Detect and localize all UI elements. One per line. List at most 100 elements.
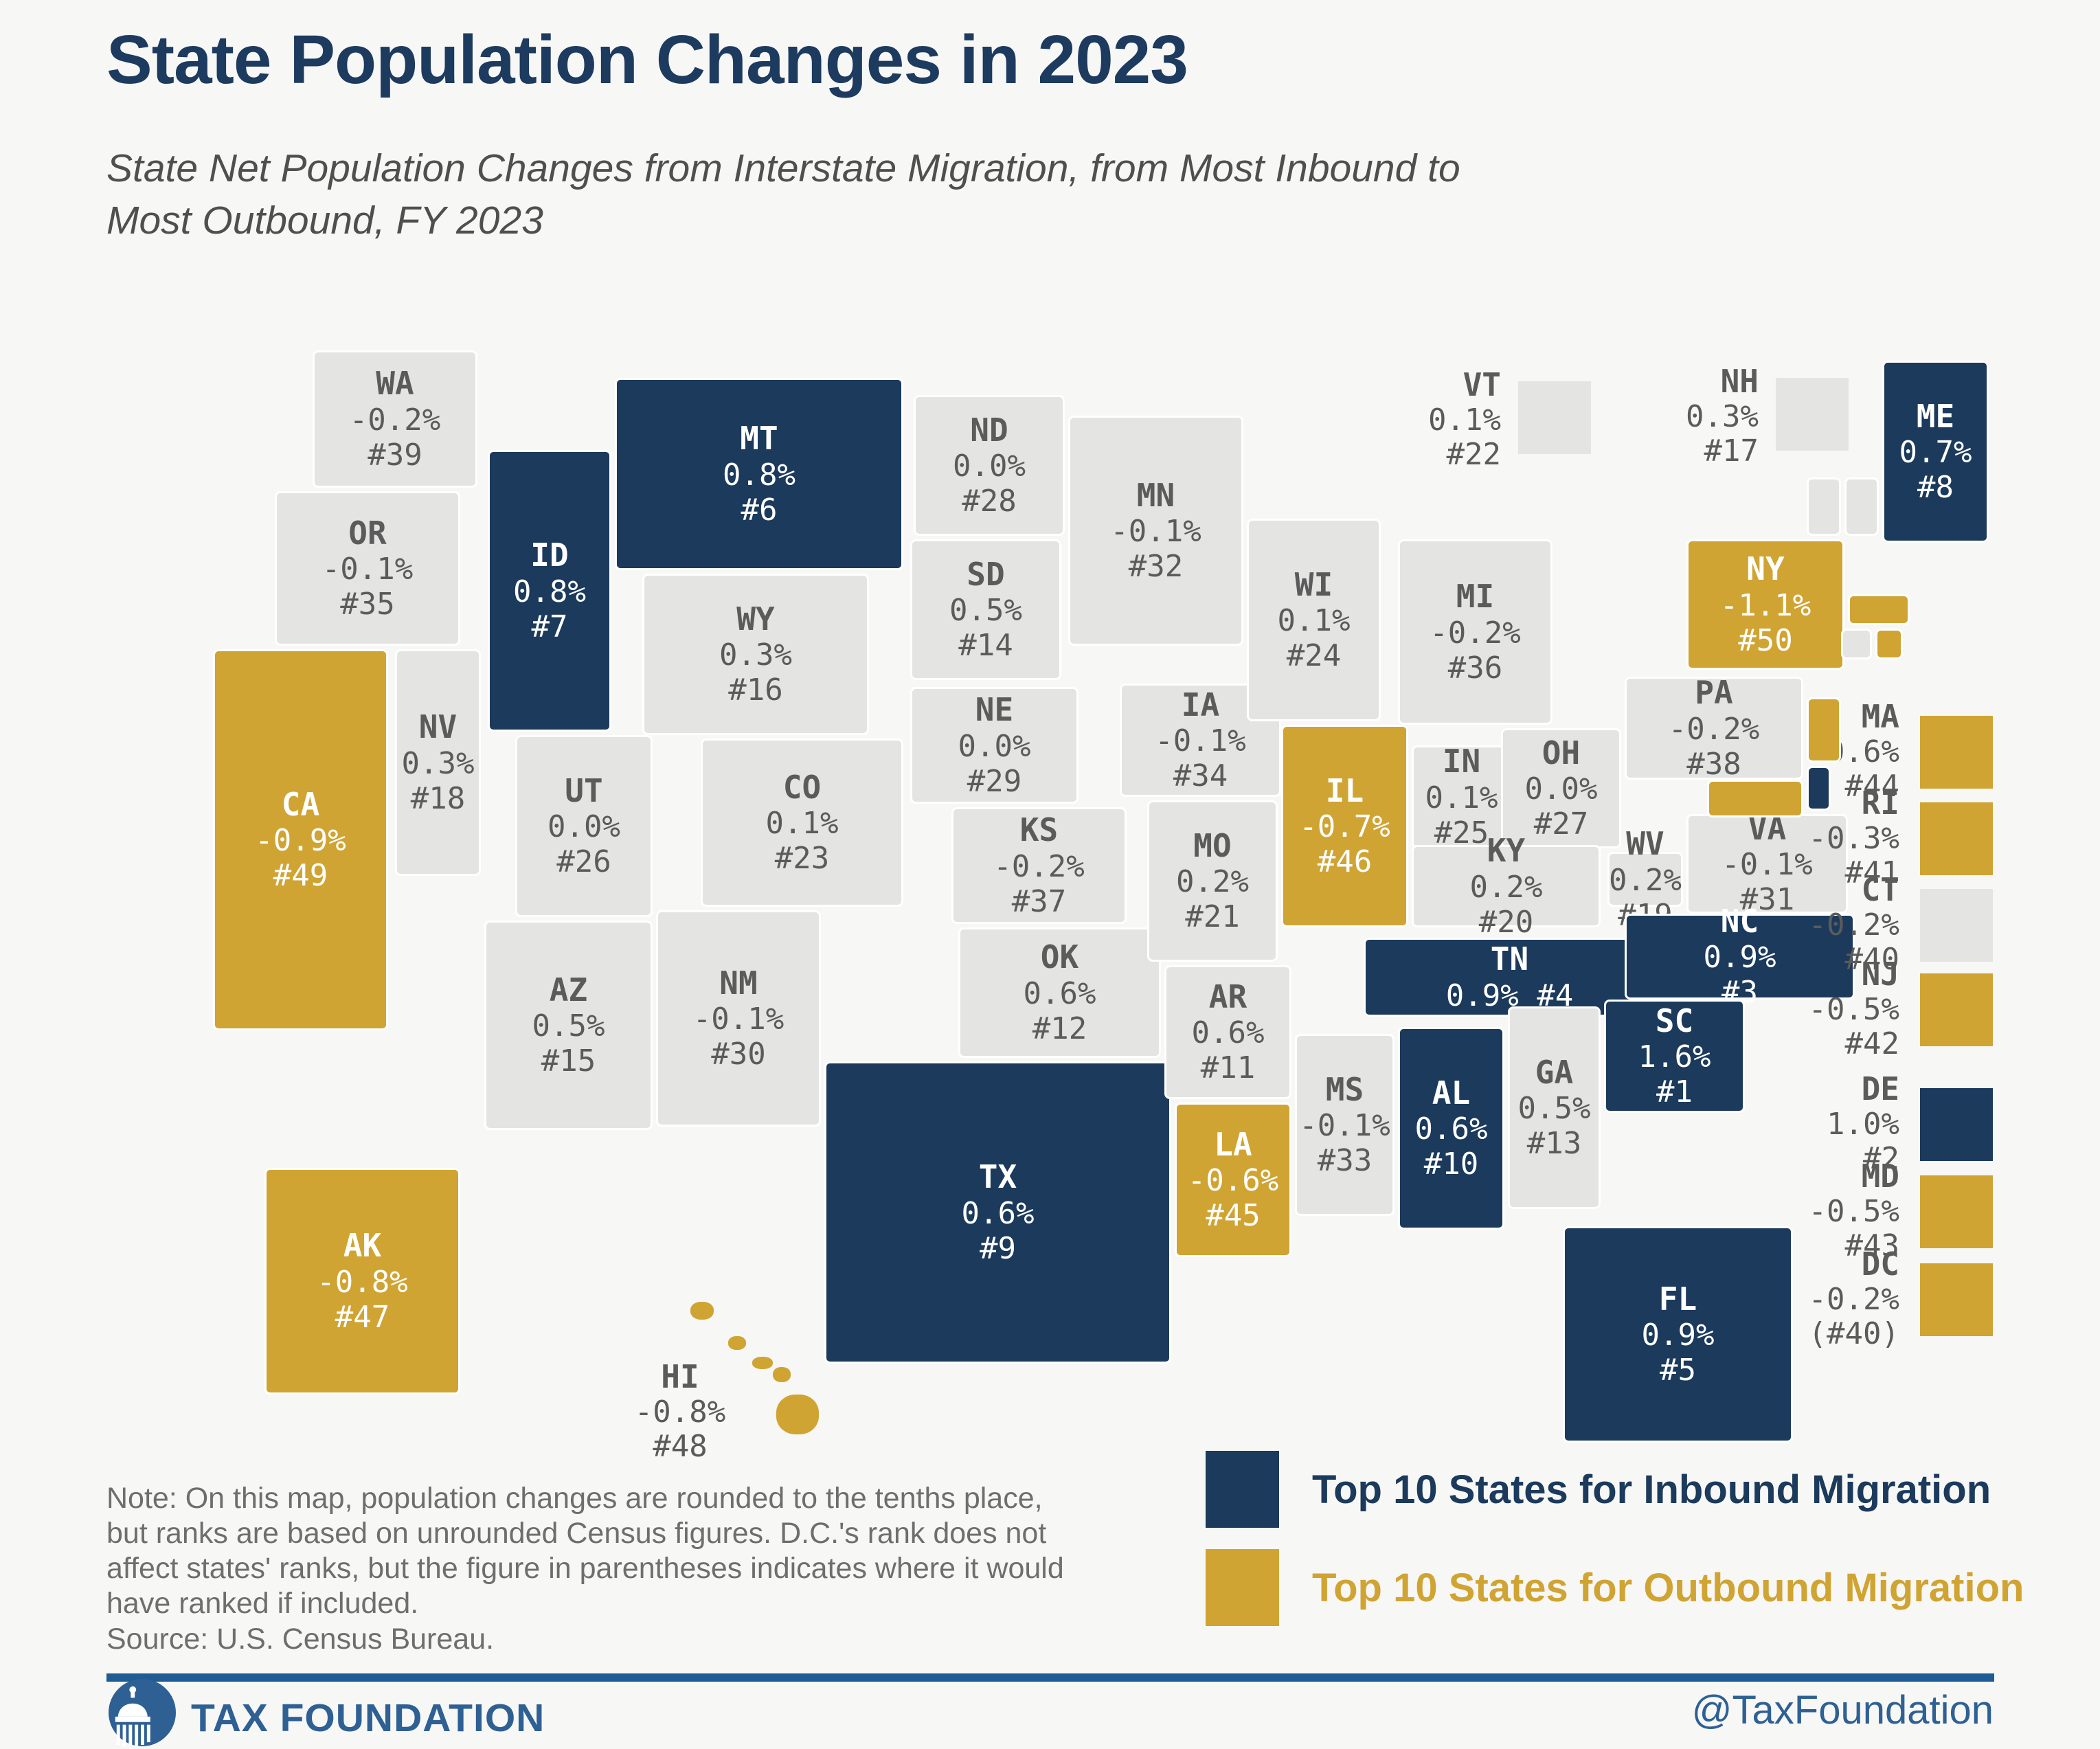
state-rank: #50 [1738,622,1793,658]
state-rank: #20 [1478,904,1534,940]
state-rank: #39 [368,437,422,473]
state-value: 0.6% [1191,1015,1265,1051]
state-abbr: IL [1325,771,1364,809]
subtitle-line-1: State Net Population Changes from Inters… [106,146,1460,190]
state-value: -0.6% [1187,1163,1279,1199]
state-HI-label: HI -0.8% #48 [584,1359,776,1464]
state-abbr: OH [1542,734,1581,771]
state-abbr: NM [719,964,758,1002]
state-value: -0.2% [1430,615,1521,651]
state-MN: MN -0.1% #32 [1068,416,1243,646]
state-value: 0.6% [1023,975,1096,1011]
state-AL: AL 0.6% #10 [1398,1027,1504,1230]
state-abbr: OK [1040,938,1079,976]
state-rank: #38 [1686,746,1741,782]
state-value: 0.8% [513,574,586,609]
state-SC: SC 1.6% #1 [1604,1000,1745,1113]
state-value: 0.1% [1425,780,1498,815]
state-rank: #22 [1446,437,1501,473]
state-rank: #30 [711,1037,766,1072]
state-NH [1844,477,1879,536]
state-UT: UT 0.0% #26 [515,735,653,917]
state-DE-swatch [1920,1088,1993,1161]
state-FL: FL 0.9% #5 [1563,1226,1793,1443]
state-MS: MS -0.1% #33 [1295,1034,1395,1216]
state-value: 0.6% [1414,1112,1488,1147]
brand-name: TAX FOUNDATION [191,1696,545,1740]
state-rank: #47 [335,1299,390,1335]
state-rank: #28 [962,484,1017,519]
state-rank: #37 [1011,883,1067,919]
state-CT-swatch [1920,889,1993,962]
state-rank: #25 [1434,815,1489,850]
tax-foundation-logo-icon [109,1679,176,1746]
state-rank: #13 [1526,1126,1582,1162]
state-abbr: MA [1861,698,1899,735]
footer-divider [106,1673,1994,1682]
state-value: -0.1% [321,552,414,587]
state-abbr: NJ [1861,956,1899,993]
social-handle: @TaxFoundation [1691,1688,1994,1733]
state-WI: WI 0.1% #24 [1247,519,1381,721]
state-OR: OR -0.1% #35 [275,491,460,646]
state-abbr: LA [1214,1125,1252,1163]
state-abbr: NH [1720,363,1759,400]
hawaii-island [752,1357,773,1369]
state-NH-swatch [1776,378,1849,451]
hawaii-island [776,1395,819,1434]
state-rank: #48 [653,1429,708,1465]
inbound-legend-label: Top 10 States for Inbound Migration [1312,1467,1991,1512]
state-PA: PA -0.2% #38 [1625,674,1803,782]
note-line: affect states' ranks, but the figure in … [106,1552,1064,1586]
state-NC: NC 0.9% #3 [1625,903,1855,1010]
state-rank: #43 [1844,1228,1899,1264]
outbound-legend-swatch [1206,1549,1279,1626]
state-OK: OK 0.6% #12 [958,927,1161,1058]
state-IN: IN 0.1% #25 [1412,743,1511,850]
state-value: 0.9% [1641,1318,1715,1353]
state-NE: NE 0.0% #29 [910,687,1079,804]
state-abbr: NC [1720,902,1759,940]
state-ND: ND 0.0% #28 [914,395,1065,536]
state-abbr: WA [376,365,414,403]
state-rank: #2 [1863,1141,1899,1177]
state-abbr: ND [970,411,1008,449]
state-abbr: NV [418,708,458,746]
state-abbr: OR [348,514,387,552]
state-value: 0.8% [723,457,795,493]
state-abbr: AL [1432,1074,1471,1112]
state-NJ-side-label: NJ -0.5% #42 [1666,956,1899,1061]
state-AR: AR 0.6% #11 [1164,965,1291,1099]
state-rank: #15 [541,1043,596,1079]
state-CT [1841,629,1872,659]
source-line: Source: U.S. Census Bureau. [106,1622,495,1656]
note-line: Note: On this map, population changes ar… [106,1482,1043,1515]
state-value: -0.1% [1721,847,1813,883]
state-NY: NY -1.1% #50 [1686,539,1844,670]
state-value: -0.7% [1299,809,1390,845]
state-rank: #42 [1844,1026,1899,1062]
state-rank: #29 [967,763,1022,799]
state-KY: KY 0.2% #20 [1412,832,1601,940]
state-abbr: UT [565,771,603,809]
state-abbr: WY [736,600,775,637]
state-abbr: AK [343,1227,382,1265]
state-value: 0.3% [719,637,792,673]
state-rank: (#40) [1808,1316,1899,1352]
state-abbr: VT [1463,366,1501,403]
state-rank: #45 [1206,1198,1261,1234]
note-line: but ranks are based on unrounded Census … [106,1517,1047,1550]
state-value: 0.0% [953,449,1026,484]
state-abbr: MI [1456,578,1495,616]
state-abbr: MO [1193,826,1232,864]
state-value: -0.2% [993,848,1085,884]
state-abbr: WI [1294,565,1333,603]
state-IL: IL -0.7% #46 [1281,725,1408,927]
hawaii-island [690,1302,714,1320]
state-value: -0.9% [255,823,346,859]
state-value: -0.5% [1808,992,1899,1028]
state-rank: #35 [340,587,395,622]
state-abbr: KS [1019,811,1059,849]
state-value: 0.5% [532,1008,605,1044]
state-abbr: TX [978,1158,1017,1196]
